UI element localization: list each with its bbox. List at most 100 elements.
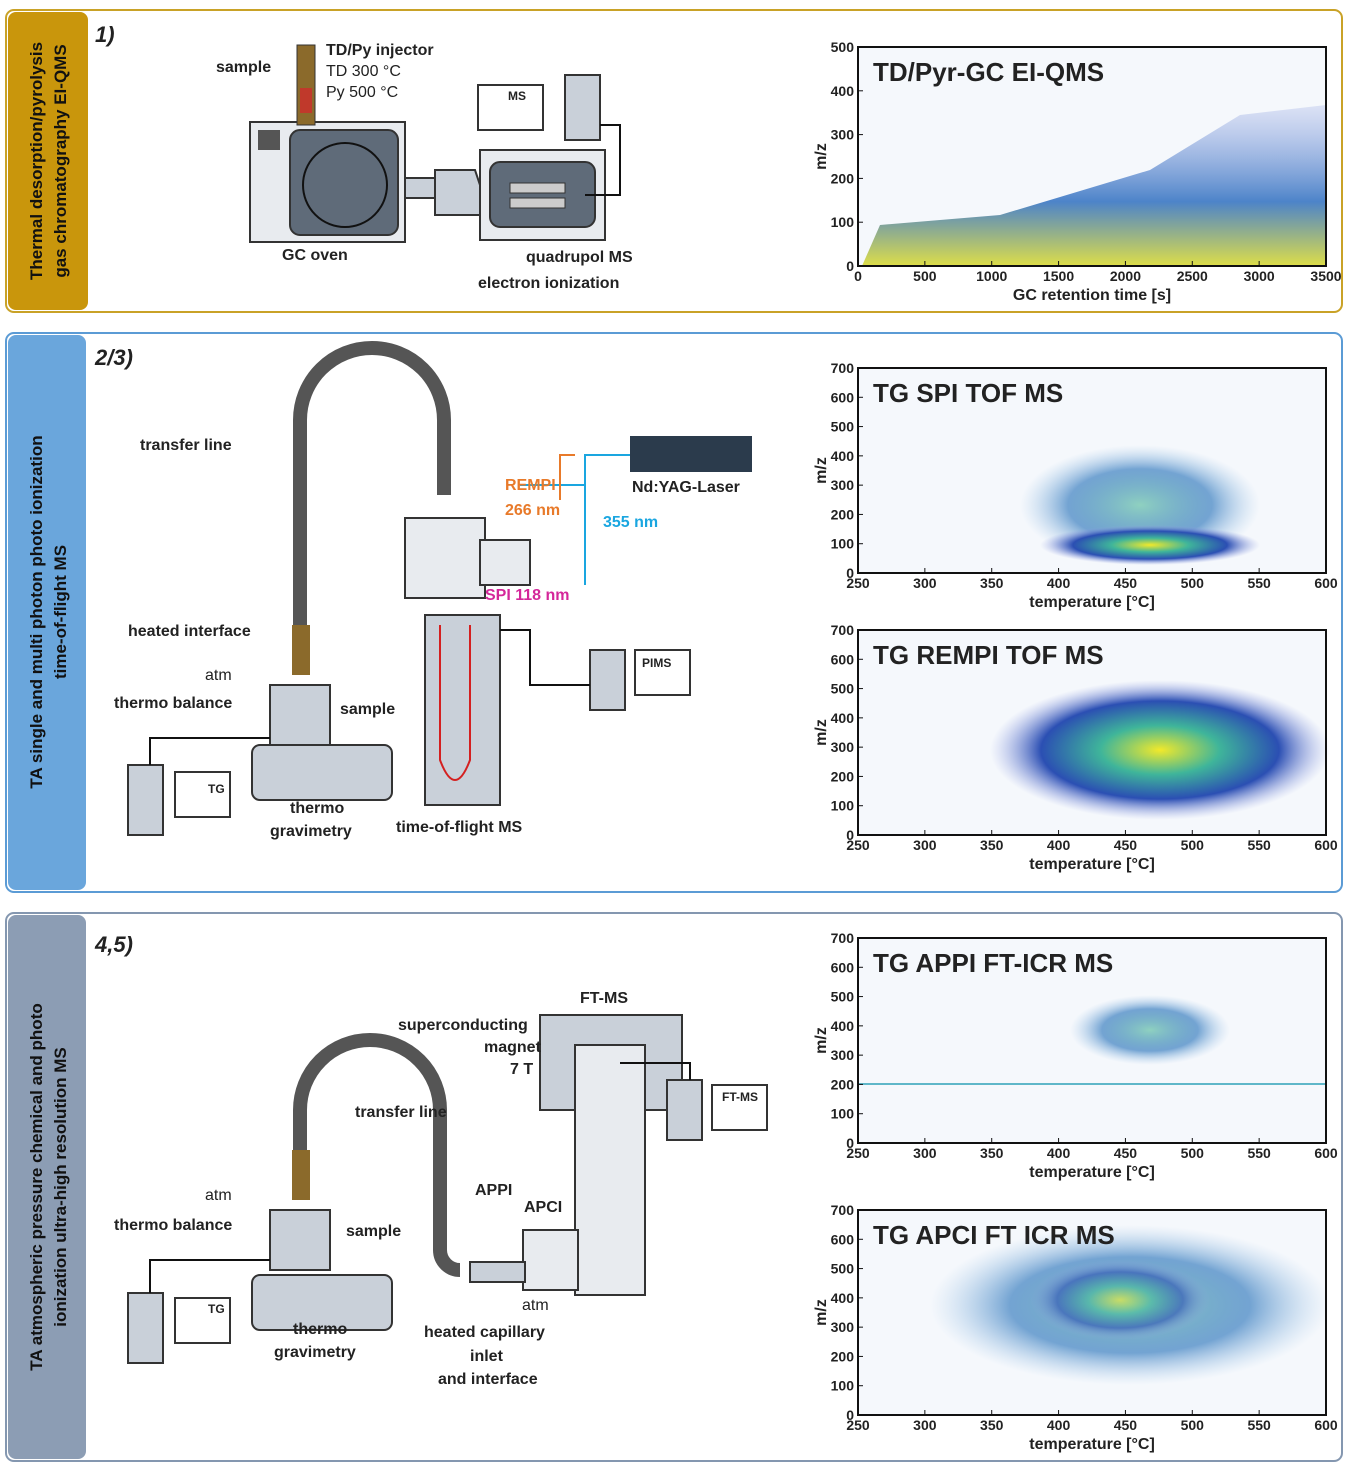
label: GC oven — [282, 247, 348, 264]
y-axis-label: m/z — [813, 457, 830, 484]
x-tick-label: 300 — [913, 837, 937, 853]
label: quadrupol MS — [526, 249, 633, 266]
label: SPI 118 nm — [485, 587, 570, 604]
side-label-line: time-of-flight MS — [51, 545, 70, 679]
side-label-line: TA atmospheric pressure chemical and pho… — [27, 1003, 46, 1370]
label: MS — [508, 89, 526, 103]
y-tick-label: 700 — [831, 622, 855, 638]
x-tick-label: 2000 — [1110, 268, 1141, 284]
x-tick-label: 450 — [1114, 1417, 1138, 1433]
side-label-line: Thermal desorption/pyrolysis — [27, 42, 46, 280]
x-tick-label: 250 — [846, 575, 870, 591]
y-tick-label: 0 — [846, 1135, 854, 1151]
plot-title: TG SPI TOF MS — [873, 378, 1063, 408]
plot-frame — [857, 1209, 1327, 1416]
plot-title: TG APPI FT-ICR MS — [873, 948, 1113, 978]
x-tick-label: 500 — [1181, 1417, 1205, 1433]
x-tick-label: 550 — [1247, 1145, 1271, 1161]
x-tick-label: 400 — [1047, 837, 1071, 853]
y-axis-label: m/z — [813, 143, 830, 170]
label: Nd:YAG-Laser — [632, 479, 740, 496]
x-axis-label: temperature [°C] — [1029, 1164, 1155, 1181]
label: time-of-flight MS — [396, 819, 523, 836]
label: sample — [340, 701, 395, 718]
y-tick-label: 700 — [831, 1202, 855, 1218]
label: APCI — [524, 1199, 562, 1216]
x-axis-label: temperature [°C] — [1029, 856, 1155, 873]
x-tick-label: 450 — [1114, 1145, 1138, 1161]
schematic-tof — [127, 341, 752, 836]
x-tick-label: 350 — [980, 837, 1004, 853]
x-tick-label: 1500 — [1043, 268, 1074, 284]
label: 355 nm — [603, 514, 658, 531]
label: TG — [208, 782, 225, 796]
x-tick-label: 250 — [846, 1145, 870, 1161]
x-tick-label: 550 — [1247, 575, 1271, 591]
panel-number: 1) — [95, 22, 115, 47]
x-tick-label: 250 — [846, 837, 870, 853]
y-tick-label: 600 — [831, 389, 855, 405]
y-tick-label: 500 — [831, 1261, 855, 1277]
y-tick-label: 500 — [831, 39, 855, 55]
x-tick-label: 300 — [913, 575, 937, 591]
x-tick-label: 350 — [980, 1145, 1004, 1161]
x-tick-label: 300 — [913, 1417, 937, 1433]
y-tick-label: 200 — [831, 170, 855, 186]
label: superconducting — [398, 1017, 528, 1034]
x-tick-label: 300 — [913, 1145, 937, 1161]
x-tick-label: 600 — [1314, 837, 1338, 853]
y-tick-label: 100 — [831, 798, 855, 814]
x-tick-label: 0 — [854, 268, 862, 284]
label: 7 T — [510, 1061, 533, 1078]
y-tick-label: 500 — [831, 681, 855, 697]
label: inlet — [470, 1348, 504, 1365]
label: FT-MS — [580, 990, 628, 1007]
x-tick-label: 450 — [1114, 575, 1138, 591]
label: REMPI — [505, 477, 556, 494]
label: sample — [216, 59, 271, 76]
x-tick-label: 400 — [1047, 1145, 1071, 1161]
y-tick-label: 200 — [831, 1076, 855, 1092]
y-tick-label: 100 — [831, 536, 855, 552]
side-label-line: ionization ultra-high resolution MS — [51, 1047, 70, 1327]
y-axis-label: m/z — [813, 719, 830, 746]
y-tick-label: 300 — [831, 477, 855, 493]
y-tick-label: 700 — [831, 360, 855, 376]
y-tick-label: 700 — [831, 930, 855, 946]
y-tick-label: 0 — [846, 1407, 854, 1423]
label: thermo balance — [114, 695, 232, 712]
label: PIMS — [642, 656, 671, 670]
side-label: TA single and multi photon photo ionizat… — [27, 435, 70, 788]
y-tick-label: 600 — [831, 959, 855, 975]
x-axis-label: GC retention time [s] — [1013, 287, 1171, 304]
y-tick-label: 300 — [831, 1319, 855, 1335]
y-axis-label: m/z — [813, 1027, 830, 1054]
x-tick-label: 500 — [913, 268, 937, 284]
y-tick-label: 400 — [831, 83, 855, 99]
label: magnet — [484, 1039, 542, 1056]
x-tick-label: 350 — [980, 575, 1004, 591]
y-tick-label: 0 — [846, 258, 854, 274]
plot-title: TG REMPI TOF MS — [873, 640, 1104, 670]
plot-title: TG APCI FT ICR MS — [873, 1220, 1115, 1250]
x-tick-label: 500 — [1181, 575, 1205, 591]
x-tick-label: 600 — [1314, 575, 1338, 591]
label: and interface — [438, 1371, 538, 1388]
label: thermo — [293, 1321, 347, 1338]
panel-frames — [5, 9, 1343, 1462]
y-tick-label: 400 — [831, 1018, 855, 1034]
x-tick-label: 1000 — [976, 268, 1007, 284]
label: FT-MS — [722, 1090, 758, 1104]
plot-frame — [857, 629, 1327, 836]
heatmap-fill — [858, 47, 1330, 1415]
x-tick-label: 550 — [1247, 837, 1271, 853]
y-axis-label: m/z — [813, 1299, 830, 1326]
panel-number: 2/3) — [94, 345, 133, 370]
label: atm — [522, 1297, 549, 1314]
side-label-line: gas chromatography EI-QMS — [51, 44, 70, 277]
side-label: TA atmospheric pressure chemical and pho… — [27, 1003, 70, 1370]
x-tick-label: 3500 — [1310, 268, 1341, 284]
label: transfer line — [355, 1104, 447, 1121]
x-tick-label: 500 — [1181, 1145, 1205, 1161]
